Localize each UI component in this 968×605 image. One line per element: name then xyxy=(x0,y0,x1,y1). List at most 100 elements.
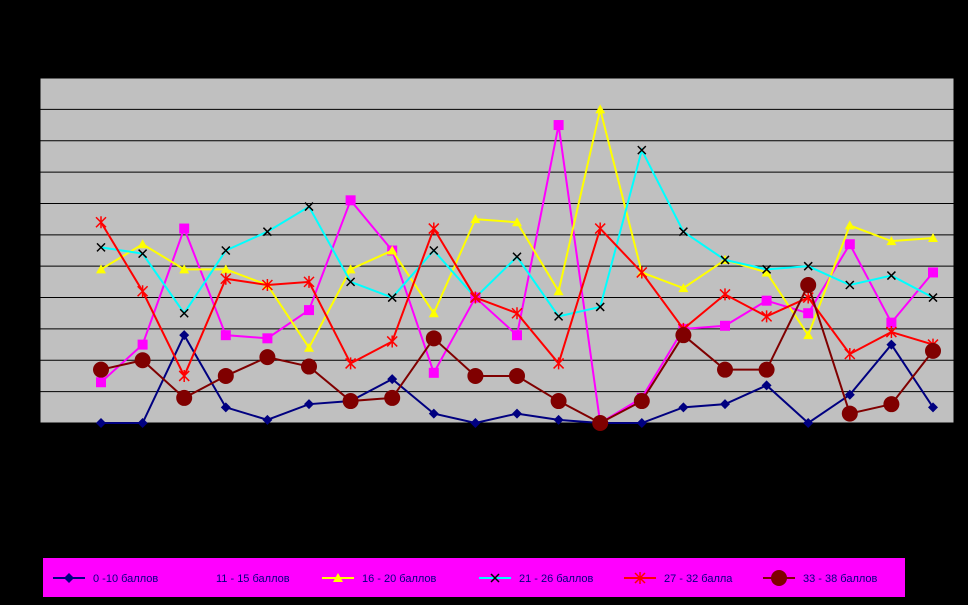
marker xyxy=(96,377,106,388)
marker xyxy=(96,242,106,252)
marker xyxy=(470,418,481,428)
y-tick-label: 3 xyxy=(28,323,34,335)
marker xyxy=(720,399,730,410)
marker xyxy=(387,293,397,303)
marker xyxy=(137,339,148,350)
y-tick-label: 4 xyxy=(28,291,34,303)
marker xyxy=(803,261,813,271)
marker xyxy=(592,415,609,431)
marker xyxy=(844,348,856,360)
marker xyxy=(762,264,772,274)
y-tick-label: 2 xyxy=(28,354,34,366)
marker xyxy=(761,310,773,323)
marker xyxy=(467,367,484,384)
marker xyxy=(553,120,564,131)
marker xyxy=(137,418,148,428)
marker xyxy=(179,308,189,318)
marker xyxy=(137,239,148,249)
marker xyxy=(95,216,107,229)
marker xyxy=(425,330,442,347)
marker xyxy=(720,255,730,265)
marker xyxy=(304,202,314,212)
marker xyxy=(803,330,814,340)
y-tick-label: 10 xyxy=(22,103,34,115)
marker xyxy=(386,335,398,348)
marker xyxy=(883,396,900,413)
legend-label: 33 - 38 баллов xyxy=(803,573,878,585)
marker xyxy=(800,277,817,293)
legend-label: 27 - 32 балла xyxy=(664,573,733,585)
marker xyxy=(134,352,151,369)
marker xyxy=(720,320,730,331)
legend-marker xyxy=(771,570,787,586)
marker xyxy=(637,145,647,155)
marker xyxy=(221,245,231,256)
marker xyxy=(262,227,272,237)
marker xyxy=(803,308,814,319)
marker xyxy=(387,374,398,385)
y-tick-label: 5 xyxy=(28,260,34,272)
marker xyxy=(550,393,567,410)
marker xyxy=(512,408,522,419)
marker xyxy=(345,357,357,370)
marker xyxy=(387,245,398,255)
marker xyxy=(179,330,190,341)
marker xyxy=(470,214,481,224)
marker xyxy=(678,283,689,293)
marker xyxy=(928,402,938,413)
marker xyxy=(717,361,733,378)
marker xyxy=(138,249,148,259)
marker xyxy=(429,245,439,256)
marker xyxy=(595,302,605,312)
marker xyxy=(844,389,855,400)
marker xyxy=(509,367,525,384)
marker xyxy=(346,277,356,287)
marker xyxy=(261,279,273,291)
marker xyxy=(886,236,897,246)
marker xyxy=(553,286,564,296)
marker xyxy=(841,405,858,422)
marker xyxy=(512,330,522,341)
marker xyxy=(345,195,356,206)
marker xyxy=(179,223,190,234)
marker xyxy=(220,264,231,274)
marker xyxy=(304,342,314,352)
legend-marker xyxy=(634,572,646,584)
marker xyxy=(178,369,190,382)
marker xyxy=(96,418,106,428)
marker xyxy=(428,308,439,318)
marker xyxy=(928,232,938,242)
marker xyxy=(885,326,897,339)
legend-marker xyxy=(64,573,74,583)
legend-marker xyxy=(333,573,343,582)
marker xyxy=(220,330,231,341)
marker xyxy=(220,272,232,285)
marker xyxy=(761,267,772,277)
marker xyxy=(925,342,941,359)
y-tick-label: 9 xyxy=(28,135,34,147)
y-tick-label: 6 xyxy=(28,229,34,241)
legend-label: 21 - 26 баллов xyxy=(519,573,594,585)
marker xyxy=(345,264,356,274)
marker xyxy=(93,361,109,378)
marker xyxy=(511,307,523,320)
marker xyxy=(179,264,190,274)
marker xyxy=(304,399,314,410)
marker xyxy=(678,402,689,413)
marker xyxy=(803,418,814,428)
marker xyxy=(259,349,276,366)
marker xyxy=(886,317,897,328)
marker xyxy=(554,311,564,321)
legend-label: 11 - 15 баллов xyxy=(216,573,290,585)
marker xyxy=(137,285,149,298)
marker xyxy=(384,389,401,406)
marker xyxy=(928,267,938,278)
marker xyxy=(678,227,688,237)
marker xyxy=(512,252,522,262)
marker xyxy=(761,295,772,306)
marker xyxy=(301,358,317,375)
marker xyxy=(303,275,315,288)
marker xyxy=(886,271,896,281)
marker xyxy=(844,220,855,230)
legend-marker xyxy=(187,573,197,583)
